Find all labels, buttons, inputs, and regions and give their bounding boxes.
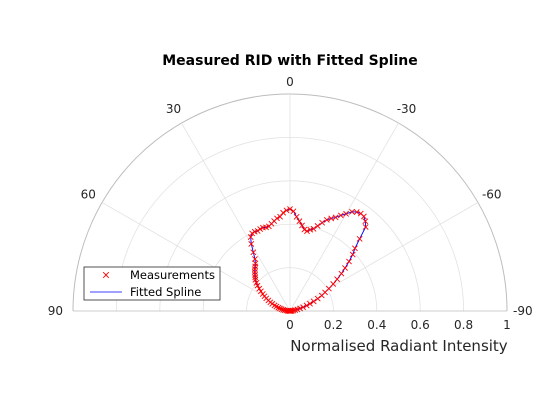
measurement-point — [353, 209, 360, 215]
measurement-point — [299, 222, 305, 229]
legend: Measurements Fitted Spline — [83, 266, 221, 301]
measurement-point — [257, 226, 264, 232]
measurement-point — [310, 298, 317, 305]
measurement-point — [304, 228, 310, 235]
angular-grid-spoke — [181, 122, 291, 312]
angle-tick-label: 90 — [48, 304, 63, 318]
angle-tick-label: 60 — [81, 188, 96, 202]
radius-tick-label: 0.8 — [454, 318, 473, 332]
measurement-point — [287, 308, 293, 314]
polar-grid — [72, 93, 508, 312]
measurement-point — [328, 215, 335, 222]
angular-grid-spoke — [289, 202, 479, 312]
measurement-point — [342, 265, 348, 271]
measurement-point — [252, 256, 258, 262]
measurement-point — [303, 302, 310, 309]
legend-measurements-label: Measurements — [130, 268, 215, 282]
radius-tick-label: 1 — [503, 318, 511, 332]
measurement-point — [319, 219, 326, 226]
measurement-point — [360, 213, 367, 220]
measurement-point — [280, 209, 287, 216]
measurement-point — [346, 258, 352, 265]
measurement-point — [323, 216, 330, 223]
measurement-point — [338, 270, 345, 277]
measurement-point — [280, 306, 287, 313]
angle-tick-label: 30 — [166, 102, 181, 116]
measurement-point — [287, 206, 293, 212]
radius-tick-label: 0 — [286, 318, 294, 332]
measurement-point — [252, 274, 259, 281]
measurement-point — [252, 276, 259, 283]
measurement-series — [247, 206, 369, 314]
measurement-point — [307, 300, 313, 307]
radius-tick-label: 0.2 — [324, 318, 343, 332]
measurement-point — [362, 224, 369, 230]
angular-grid-spoke — [289, 122, 399, 312]
measurement-point — [296, 218, 303, 225]
measurement-point — [301, 226, 308, 233]
measurement-point — [248, 240, 255, 247]
measurement-point — [330, 281, 337, 287]
measurement-point — [332, 214, 339, 221]
measurement-point — [247, 234, 254, 240]
measurement-point — [250, 249, 257, 256]
measurement-point — [278, 306, 285, 313]
measurement-point — [274, 215, 280, 222]
angle-tick-label: 0 — [286, 75, 294, 89]
angle-tick-label: -60 — [482, 188, 502, 202]
measurement-point — [314, 295, 321, 302]
measurement-point — [276, 305, 283, 312]
measurement-point — [349, 208, 355, 215]
measurement-point — [318, 292, 325, 299]
measurement-point — [310, 225, 317, 232]
measurement-point — [288, 307, 295, 314]
chart-title: Measured RID with Fitted Spline — [162, 53, 418, 69]
measurement-point — [343, 210, 350, 217]
radius-tick-label: 0.4 — [367, 318, 386, 332]
measurement-point — [362, 218, 369, 225]
legend-box — [83, 266, 221, 301]
measurement-point — [256, 285, 263, 292]
measurement-point — [249, 230, 256, 237]
measurement-point — [349, 251, 356, 258]
measurement-point — [293, 213, 300, 220]
measurement-point — [337, 212, 344, 219]
radius-tick-labels: 0 0.2 0.4 0.6 0.8 1 — [286, 318, 511, 332]
angle-tick-label: -90 — [513, 304, 533, 318]
measurement-point — [281, 307, 288, 314]
measurement-point — [259, 291, 266, 297]
radius-tick-label: 0.6 — [411, 318, 430, 332]
measurement-point — [307, 226, 314, 233]
legend-spline-label: Fitted Spline — [130, 285, 201, 299]
angle-tick-labels: 90 60 30 0 -30 -60 -90 — [48, 75, 533, 318]
measurement-point — [253, 279, 260, 286]
measurement-point — [277, 213, 284, 220]
x-axis-label: Normalised Radiant Intensity — [290, 337, 508, 355]
angle-tick-label: -30 — [397, 102, 417, 116]
measurement-point — [334, 276, 341, 283]
measurement-point — [257, 288, 264, 295]
measurement-point — [290, 208, 297, 215]
legend-measurements-marker — [102, 271, 110, 279]
measurement-point — [314, 223, 321, 229]
measurement-point — [283, 207, 290, 214]
measurement-point — [356, 235, 363, 242]
measurement-point — [352, 245, 358, 252]
measurement-point — [300, 304, 307, 311]
